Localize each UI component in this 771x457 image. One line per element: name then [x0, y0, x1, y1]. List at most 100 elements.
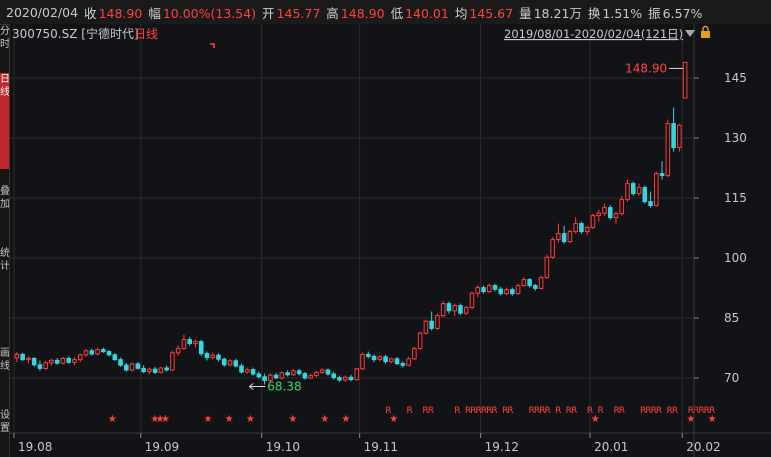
candle-body — [20, 353, 25, 361]
signal-star-mark: ★ — [708, 414, 717, 425]
candle — [216, 353, 221, 362]
candle-body — [135, 363, 141, 369]
signal-r-mark: R — [534, 406, 540, 416]
candle-body — [573, 223, 578, 233]
candle-body — [394, 358, 400, 365]
candle-body — [469, 292, 475, 309]
candle-body — [677, 124, 682, 149]
candle — [83, 349, 89, 357]
candle-body — [54, 359, 60, 364]
candle — [245, 367, 250, 374]
candle-body — [521, 279, 527, 287]
candle-body — [492, 285, 498, 290]
candle-body — [89, 350, 95, 355]
close-value: 148.90 — [98, 5, 143, 21]
candle-body — [31, 357, 37, 366]
price-tick-label: 70 — [724, 371, 739, 385]
candle-body — [124, 364, 129, 371]
candle-body — [262, 376, 267, 381]
kline-chart[interactable]: ★ ★★★ ★ ★ ★ ★ ★ ★ ★ ★ ★ ★R R R R R R R R R R R R R R R R R R R R R R R R R R… — [0, 24, 771, 457]
candle-body — [72, 359, 77, 363]
signal-r-mark: R — [507, 406, 513, 416]
candle-body — [533, 285, 538, 289]
price-tick-label: 85 — [724, 311, 739, 325]
candle-body — [527, 279, 532, 287]
lock-icon[interactable] — [701, 25, 710, 39]
candle-body — [14, 353, 20, 359]
candle — [319, 368, 325, 374]
turnover-value: 1.51% — [602, 5, 643, 21]
candle — [337, 375, 342, 382]
quote-avg: 均 145.67 — [455, 3, 513, 22]
candle-body — [510, 289, 515, 295]
candle-body — [221, 358, 227, 366]
signal-r-mark: R — [698, 406, 704, 416]
signal-star-mark: ★ — [161, 414, 170, 425]
candle-body — [181, 339, 187, 349]
candle-body — [66, 357, 72, 363]
candle — [170, 350, 175, 371]
candle-body — [193, 341, 198, 345]
candle — [54, 358, 60, 365]
candle — [118, 357, 123, 367]
candle-body — [164, 367, 169, 371]
amplitude-label: 振 — [648, 5, 661, 21]
signal-r-mark: R — [428, 406, 434, 416]
date-range-selector[interactable]: 2019/08/01-2020/02/04(121日) — [504, 27, 683, 41]
candle — [124, 362, 129, 372]
candle-body — [331, 373, 337, 379]
candle-body — [285, 372, 290, 376]
dropdown-arrow-icon[interactable] — [685, 30, 695, 37]
period-label[interactable]: 日线 — [134, 27, 158, 41]
signal-r-mark: R — [640, 406, 646, 416]
candle — [193, 339, 198, 348]
side-tab-draw[interactable]: 画线 — [0, 348, 9, 372]
candle — [636, 183, 642, 196]
candle-body — [654, 173, 659, 207]
candle-body — [458, 305, 463, 314]
candle-body — [37, 364, 43, 369]
candle — [682, 61, 688, 99]
signal-r-mark: R — [651, 406, 657, 416]
candle — [158, 366, 164, 374]
candle — [394, 356, 400, 366]
candle-body — [26, 357, 31, 361]
side-tab-stats[interactable]: 统计 — [0, 248, 9, 272]
candle — [481, 285, 486, 294]
signal-star-mark: ★ — [288, 414, 297, 425]
date-axis: 19.08 19.09 19.10 19.11 19.12 20.01 20.02 — [10, 432, 771, 454]
candle-body — [296, 370, 302, 375]
stock-code-name: 300750.SZ [宁德时代] — [12, 26, 139, 41]
quote-turnover: 换 1.51% — [588, 3, 642, 22]
candle — [26, 356, 31, 364]
candle — [412, 346, 417, 360]
side-tab-overlay[interactable]: 叠加 — [0, 186, 9, 210]
high-label: 高 — [326, 5, 339, 21]
period-high-label: 148.90 — [625, 61, 667, 75]
low-label: 低 — [390, 5, 404, 21]
date-tick-label: 19.08 — [18, 440, 52, 454]
signal-star-mark: ★ — [203, 414, 212, 425]
quote-volume: 量 18.21万 — [519, 3, 582, 22]
candle-body — [400, 363, 406, 366]
candle — [406, 357, 411, 367]
side-tab-daily[interactable]: 日线 — [0, 73, 9, 169]
candle — [429, 311, 434, 331]
candle — [550, 237, 555, 259]
candle-body — [556, 233, 561, 241]
price-tick-label: 115 — [724, 191, 747, 205]
signal-r-mark: R — [656, 406, 662, 416]
amplitude-value: 6.57% — [662, 5, 703, 21]
candle — [630, 181, 636, 196]
candle — [325, 368, 331, 376]
candle — [291, 369, 296, 376]
candle-body — [141, 367, 146, 373]
side-tab-intraday[interactable]: 分时 — [0, 26, 9, 50]
side-tab-settings[interactable]: 设置 — [0, 410, 9, 434]
open-value: 145.77 — [276, 5, 321, 21]
signal-star-mark: ★ — [389, 414, 398, 425]
candle-body — [389, 358, 394, 363]
candle-body — [486, 285, 492, 293]
volume-label: 量 — [519, 5, 532, 21]
low-value: 140.01 — [405, 5, 449, 21]
